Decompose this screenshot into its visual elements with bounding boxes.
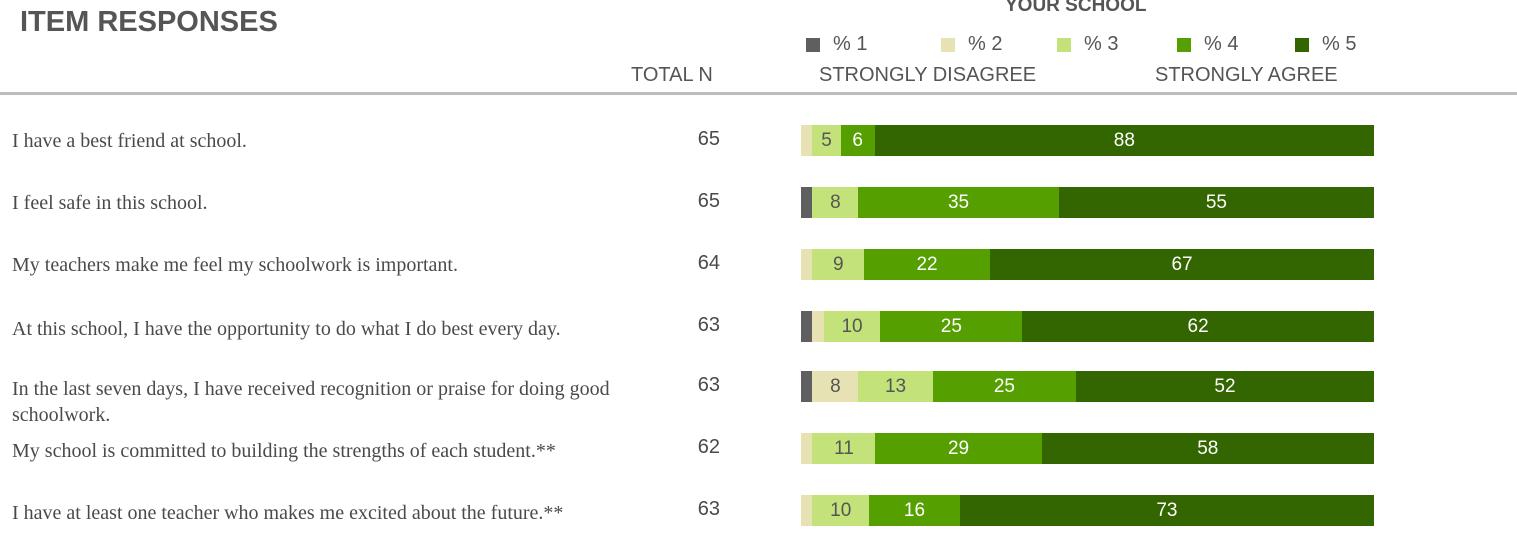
bar-segment: 62	[1022, 311, 1374, 342]
bar-segment-label: 73	[1156, 499, 1178, 521]
bar-segment: 25	[880, 311, 1023, 342]
bar-segment-label: 52	[1214, 375, 1236, 397]
question-text: At this school, I have the opportunity t…	[12, 318, 561, 340]
total-n-value: 63	[697, 498, 720, 520]
stacked-bar: 11 29 58	[801, 433, 1374, 464]
bar-segment: 13	[858, 371, 933, 402]
stacked-bar: 10 16 73	[801, 495, 1374, 526]
total-n-value: 64	[697, 252, 720, 274]
bar-segment	[801, 495, 813, 526]
bar-segment-label: 8	[830, 191, 841, 213]
bar-segment-label: 62	[1187, 315, 1209, 337]
legend-item: % 4	[1177, 33, 1238, 56]
bar-segment-label: 35	[947, 191, 970, 213]
legend-swatch	[1295, 37, 1309, 52]
strongly-disagree-header: STRONGLY DISAGREE	[819, 64, 1037, 86]
bar-segment-label: 16	[903, 499, 926, 521]
stacked-bar: 5 6 88	[801, 125, 1374, 156]
legend-label: % 3	[1084, 33, 1119, 55]
bar-segment: 16	[869, 495, 960, 526]
legend-swatch	[1177, 37, 1191, 52]
bar-segment-label: 67	[1171, 253, 1193, 275]
bar-segment-label: 6	[852, 129, 863, 151]
bar-segment: 8	[812, 187, 859, 218]
bar-segment-label: 10	[830, 499, 852, 521]
bar-segment: 67	[990, 249, 1374, 280]
total-n-value: 63	[697, 374, 720, 396]
bar-segment	[801, 249, 813, 280]
strongly-agree-header: STRONGLY AGREE	[1155, 64, 1338, 86]
bar-segment: 88	[874, 125, 1374, 156]
legend-swatch	[806, 37, 820, 52]
bar-segment-label: 22	[916, 253, 938, 275]
chart-legend: % 1 % 2 % 3 % 4 % 5	[0, 33, 1517, 59]
bar-segment: 8	[812, 371, 859, 402]
bar-segment	[812, 311, 824, 342]
bar-segment	[801, 371, 813, 402]
total-n-value: 65	[697, 128, 720, 150]
bar-segment: 9	[812, 249, 865, 280]
legend-label: % 2	[968, 33, 1003, 55]
bar-segment-label: 5	[821, 129, 832, 151]
question-text: My school is committed to building the s…	[12, 440, 556, 462]
total-n-value: 65	[697, 190, 720, 212]
bar-segment: 73	[959, 495, 1374, 526]
bar-segment-label: 10	[841, 315, 863, 337]
legend-item: % 3	[1057, 33, 1118, 56]
bar-segment-label: 88	[1113, 129, 1135, 151]
bar-segment: 10	[823, 311, 881, 342]
bar-segment	[801, 125, 813, 156]
bar-segment: 11	[812, 433, 876, 464]
bar-segment: 52	[1076, 371, 1374, 402]
bar-segment-label: 25	[940, 315, 962, 337]
bar-segment-label: 29	[947, 437, 970, 459]
bar-segment: 55	[1058, 187, 1374, 218]
bar-segment	[801, 311, 813, 342]
question-text: In the last seven days, I have received …	[12, 378, 610, 426]
legend-item: % 5	[1295, 33, 1356, 56]
bar-segment-label: 58	[1197, 437, 1219, 459]
question-text: I have a best friend at school.	[12, 130, 247, 152]
question-text: I have at least one teacher who makes me…	[12, 502, 564, 524]
legend-swatch	[941, 37, 955, 52]
header-divider	[0, 92, 1517, 95]
bar-segment-label: 25	[993, 375, 1015, 397]
bar-segment: 35	[858, 187, 1059, 218]
question-text: My teachers make me feel my schoolwork i…	[12, 254, 458, 276]
question-text: I feel safe in this school.	[12, 192, 208, 214]
legend-label: % 1	[833, 33, 868, 55]
total-n-value: 62	[697, 436, 720, 458]
page-title: ITEM RESPONSES	[20, 6, 278, 38]
stacked-bar: 10 25 62	[801, 311, 1374, 342]
total-n-value: 63	[697, 314, 720, 336]
bar-segment: 58	[1041, 433, 1374, 464]
legend-swatch	[1057, 37, 1071, 52]
stacked-bar: 8 35 55	[801, 187, 1374, 218]
bar-segment-label: 9	[832, 253, 844, 275]
bar-segment	[801, 433, 813, 464]
legend-label: % 4	[1204, 33, 1239, 55]
bar-segment: 10	[812, 495, 870, 526]
bar-segment-label: 11	[834, 437, 854, 459]
bar-segment: 6	[840, 125, 875, 156]
bar-segment: 29	[875, 433, 1042, 464]
bar-segment-label: 13	[884, 375, 907, 397]
stacked-bar: 8 13 25 52	[801, 371, 1374, 402]
bar-segment: 22	[864, 249, 991, 280]
your-school-heading: YOUR SCHOOL	[1005, 0, 1147, 16]
legend-label: % 5	[1322, 33, 1357, 55]
bar-segment-label: 55	[1205, 191, 1227, 213]
bar-segment: 5	[812, 125, 841, 156]
bar-segment	[801, 187, 813, 218]
legend-item: % 1	[806, 33, 867, 56]
total-n-header: TOTAL N	[631, 64, 713, 86]
bar-segment: 25	[932, 371, 1077, 402]
legend-item: % 2	[941, 33, 1002, 56]
stacked-bar: 9 22 67	[801, 249, 1374, 280]
bar-segment-label: 8	[830, 375, 841, 397]
